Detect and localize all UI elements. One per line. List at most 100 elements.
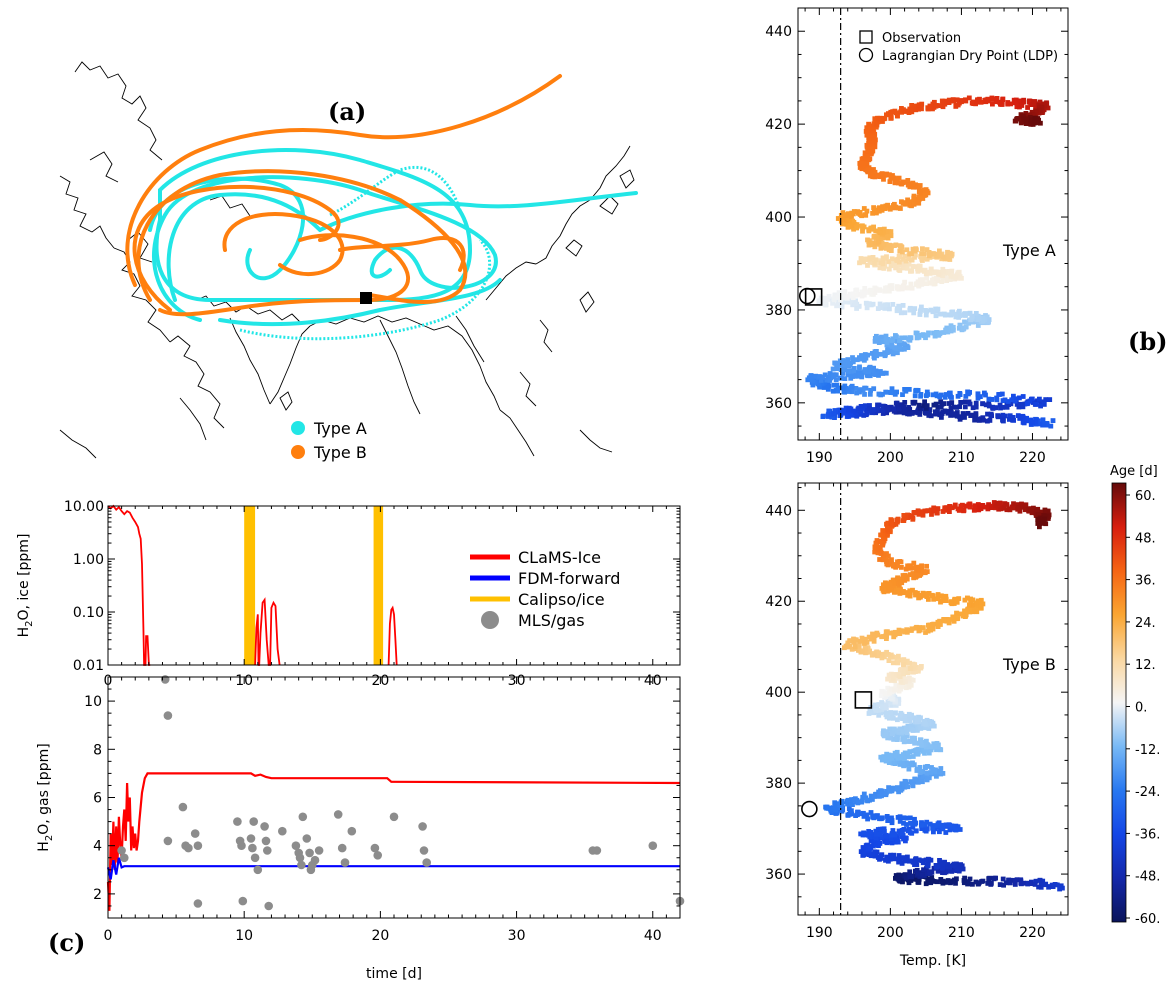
trajectory-point <box>997 500 1003 506</box>
trajectory-point <box>906 711 912 717</box>
trajectory-point <box>888 233 894 239</box>
trajectory-point <box>1044 422 1049 428</box>
trajectory-point <box>917 405 923 411</box>
trajectory-point <box>888 404 894 410</box>
x-tick-label: 210 <box>948 925 975 941</box>
trajectory-point <box>848 292 854 298</box>
trajectory-point <box>845 644 851 650</box>
trajectory-point <box>886 858 891 864</box>
mls-point <box>248 843 257 853</box>
trajectory-point <box>938 622 943 627</box>
trajectory-point <box>898 683 904 689</box>
trajectory-point <box>868 287 873 293</box>
trajectory-point <box>1021 97 1027 103</box>
trajectory-point <box>884 702 889 708</box>
trajectory-point <box>973 600 979 606</box>
trajectory-point <box>860 794 866 800</box>
trajectory-point <box>921 403 927 409</box>
trajectory-point <box>833 807 839 813</box>
trajectory-point <box>850 374 855 379</box>
trajectory-point <box>896 267 902 273</box>
trajectory-point <box>895 785 900 790</box>
trajectory-point <box>880 403 886 409</box>
trajectory-point <box>1020 504 1026 510</box>
trajectory-point <box>912 254 917 260</box>
trajectory-point <box>937 394 943 400</box>
trajectory-point <box>930 825 935 831</box>
mls-point <box>648 841 658 850</box>
trajectory-point <box>967 609 973 615</box>
trajectory-point <box>884 235 890 240</box>
trajectory-point <box>896 853 902 858</box>
trajectory-point <box>1040 878 1046 884</box>
trajectory-point <box>871 233 877 239</box>
trajectory-point <box>972 503 978 509</box>
trajectory-point <box>886 266 892 272</box>
trajectory-point <box>891 693 897 699</box>
trajectory-point <box>901 815 907 821</box>
trajectory-point <box>828 412 834 417</box>
trajectory-point <box>875 653 880 659</box>
y-tick-label: 360 <box>765 396 792 412</box>
trajectory-point <box>922 821 928 827</box>
trajectory-point <box>845 812 851 818</box>
trajectory-points <box>823 500 1065 892</box>
trajectory-point <box>923 312 929 318</box>
trajectory-point <box>905 828 911 834</box>
y-axis-label: H2O, ice [ppm] <box>16 534 35 638</box>
trajectory-point <box>907 858 912 864</box>
trajectory-point <box>890 660 896 666</box>
trajectory-point <box>918 392 924 397</box>
trajectory-point <box>896 828 902 834</box>
trajectory-point <box>869 132 875 138</box>
trajectory-point <box>831 373 837 379</box>
trajectory-point <box>902 659 908 664</box>
trajectory-point <box>1004 404 1010 410</box>
trajectory-point <box>827 371 833 376</box>
trajectory-point <box>999 391 1005 397</box>
trajectory-point <box>948 409 953 414</box>
trajectory-point <box>839 808 845 814</box>
trajectory-point <box>929 875 935 880</box>
legend-label: FDM-forward <box>518 569 620 588</box>
trajectory-point <box>902 718 908 724</box>
trajectory-point <box>884 814 890 819</box>
trajectory-point <box>989 397 995 402</box>
trajectory-point <box>915 880 921 885</box>
trajectory-point <box>868 387 873 393</box>
trajectory-point <box>978 604 984 609</box>
trajectory-point <box>845 797 851 803</box>
trajectory-point <box>882 255 888 261</box>
trajectory-point <box>834 366 840 372</box>
trajectory-point <box>927 105 933 111</box>
trajectory-point <box>894 737 900 742</box>
trajectory-point <box>910 263 916 269</box>
fdm-forward-line <box>106 857 680 880</box>
trajectory-point <box>909 251 914 256</box>
trajectory-point <box>906 739 912 744</box>
trajectory-point <box>917 187 922 192</box>
trajectory-point <box>1020 414 1026 420</box>
trajectory-point <box>901 589 906 594</box>
trajectory-point <box>879 704 885 709</box>
trajectory-point <box>859 213 864 219</box>
trajectory-point <box>870 631 875 637</box>
trajectory-point <box>985 506 991 512</box>
trajectory-point <box>939 879 944 885</box>
trajectory-point <box>876 391 882 397</box>
trajectory-point <box>921 251 927 256</box>
trajectory-point <box>879 171 884 177</box>
trajectory-point <box>1015 413 1021 418</box>
trajectory-point <box>911 715 917 721</box>
y-tick-label: 4 <box>93 839 102 855</box>
trajectory-point <box>826 806 831 811</box>
trajectory-point <box>895 660 901 666</box>
trajectory-point <box>888 517 894 522</box>
trajectory-point <box>917 412 923 417</box>
trajectory-point <box>968 413 974 418</box>
trajectory-point <box>1011 393 1016 399</box>
trajectory-point <box>1000 96 1006 102</box>
trajectory-point <box>844 414 850 419</box>
trajectory-point <box>948 600 954 605</box>
trajectory-point <box>903 685 909 691</box>
